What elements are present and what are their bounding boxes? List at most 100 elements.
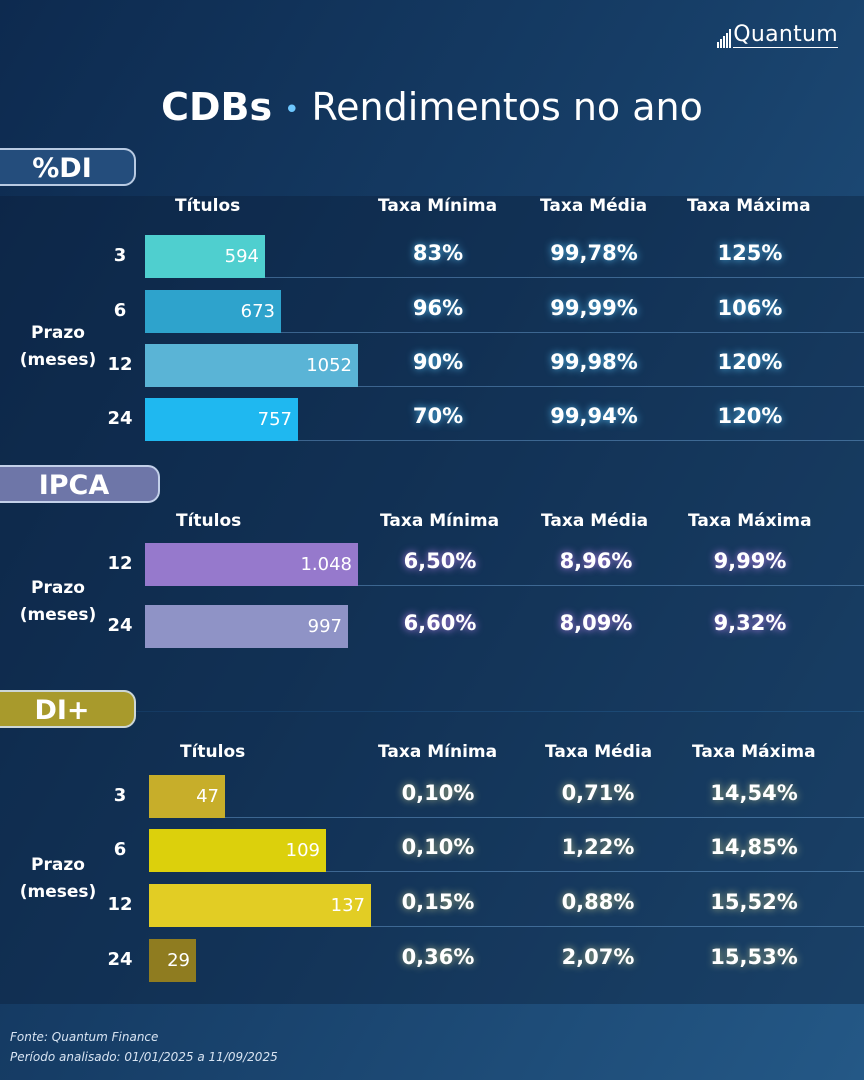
section-badge: %DI xyxy=(0,148,136,186)
taxa-maxima-value: 106% xyxy=(717,296,783,320)
taxa-minima-value: 0,36% xyxy=(401,945,475,969)
taxa-media-value: 99,78% xyxy=(550,241,638,265)
section-di-2: DI+ Títulos Taxa Mínima Taxa Média Taxa Máxi… xyxy=(0,690,864,1004)
taxa-media-value: 8,96% xyxy=(559,549,633,573)
taxa-media-value: 0,71% xyxy=(561,781,635,805)
title-bold: CDBs xyxy=(161,85,273,129)
column-header: Taxa Mínima xyxy=(378,196,498,216)
title-rest: Rendimentos no ano xyxy=(311,85,703,129)
bar-value-label: 594 xyxy=(224,246,259,267)
bar-mark: 673 xyxy=(145,290,281,333)
title-separator: • xyxy=(284,94,300,125)
row-label: 12 xyxy=(107,354,133,375)
row-label: 6 xyxy=(113,300,127,321)
row-label: 12 xyxy=(107,894,133,915)
taxa-media-value: 99,99% xyxy=(550,296,638,320)
bar-mark: 997 xyxy=(145,605,348,648)
taxa-maxima-value: 120% xyxy=(717,350,783,374)
taxa-minima-value: 0,15% xyxy=(401,890,475,914)
group-label: Prazo (meses) xyxy=(19,578,97,625)
row-label: 24 xyxy=(107,949,133,970)
column-header: Taxa Média xyxy=(545,742,653,762)
taxa-minima-value: 83% xyxy=(412,241,464,265)
bar-mark: 757 xyxy=(145,398,298,441)
taxa-minima-value: 96% xyxy=(412,296,464,320)
column-header: Taxa Mínima xyxy=(380,511,500,531)
brand-name: Quantum xyxy=(733,22,838,48)
bar-value-label: 673 xyxy=(240,301,275,322)
brand-logo: Quantum xyxy=(717,24,838,48)
row-separator xyxy=(225,817,864,818)
logo-bars-icon xyxy=(717,26,732,48)
section-panel xyxy=(0,712,864,1004)
page-title: CDBs • Rendimentos no ano xyxy=(0,82,864,135)
row-separator xyxy=(326,871,864,872)
bar-mark: 137 xyxy=(149,884,371,927)
taxa-minima-value: 0,10% xyxy=(401,781,475,805)
taxa-minima-value: 6,60% xyxy=(403,611,477,635)
bar-value-label: 137 xyxy=(330,895,365,916)
bar-mark: 1052 xyxy=(145,344,358,387)
row-label: 24 xyxy=(107,615,133,636)
taxa-maxima-value: 120% xyxy=(717,404,783,428)
bar-value-label: 1.048 xyxy=(300,554,352,575)
bar-value-label: 757 xyxy=(257,409,292,430)
column-header: Taxa Máxima xyxy=(688,511,812,531)
bar-value-label: 997 xyxy=(307,616,342,637)
row-label: 6 xyxy=(113,839,127,860)
bar-mark: 1.048 xyxy=(145,543,358,586)
taxa-maxima-value: 15,52% xyxy=(710,890,798,914)
taxa-maxima-value: 14,54% xyxy=(710,781,798,805)
column-header: Taxa Máxima xyxy=(692,742,816,762)
taxa-media-value: 0,88% xyxy=(561,890,635,914)
row-separator xyxy=(281,332,864,333)
bar-mark: 594 xyxy=(145,235,265,278)
group-label: Prazo (meses) xyxy=(19,855,97,902)
taxa-media-value: 99,94% xyxy=(550,404,638,428)
column-header: Taxa Mínima xyxy=(378,742,498,762)
taxa-maxima-value: 9,99% xyxy=(713,549,787,573)
bar-value-label: 1052 xyxy=(306,355,352,376)
group-label: Prazo (meses) xyxy=(19,323,97,370)
row-separator xyxy=(265,277,864,278)
row-separator xyxy=(358,585,864,586)
taxa-media-value: 99,98% xyxy=(550,350,638,374)
column-header: Títulos xyxy=(176,511,242,531)
taxa-maxima-value: 9,32% xyxy=(713,611,787,635)
bar-value-label: 109 xyxy=(285,840,320,861)
row-label: 12 xyxy=(107,553,133,574)
row-separator xyxy=(371,926,864,927)
section-badge: DI+ xyxy=(0,690,136,728)
row-label: 3 xyxy=(113,785,127,806)
column-header: Títulos xyxy=(180,742,246,762)
bar-value-label: 47 xyxy=(196,786,219,807)
taxa-maxima-value: 14,85% xyxy=(710,835,798,859)
taxa-media-value: 2,07% xyxy=(561,945,635,969)
column-header: Taxa Média xyxy=(541,511,649,531)
taxa-minima-value: 6,50% xyxy=(403,549,477,573)
row-label: 24 xyxy=(107,408,133,429)
bar-mark: 109 xyxy=(149,829,326,872)
taxa-maxima-value: 15,53% xyxy=(710,945,798,969)
column-header: Taxa Média xyxy=(540,196,648,216)
taxa-media-value: 1,22% xyxy=(561,835,635,859)
taxa-minima-value: 0,10% xyxy=(401,835,475,859)
bar-value-label: 29 xyxy=(167,950,190,971)
taxa-minima-value: 90% xyxy=(412,350,464,374)
footer-source: Fonte: Quantum Finance xyxy=(10,1030,159,1044)
section-di-0: %DI Títulos Taxa Mínima Taxa Média Taxa Máxi… xyxy=(0,148,864,511)
column-header: Taxa Máxima xyxy=(687,196,811,216)
row-separator xyxy=(298,440,864,441)
footer-period: Período analisado: 01/01/2025 a 11/09/20… xyxy=(10,1050,278,1064)
column-header: Títulos xyxy=(175,196,241,216)
taxa-maxima-value: 125% xyxy=(717,241,783,265)
taxa-media-value: 8,09% xyxy=(559,611,633,635)
section-panel xyxy=(0,511,864,711)
section-ipca-1: IPCA Títulos Taxa Mínima Taxa Média Taxa Máx… xyxy=(0,465,864,711)
bar-mark: 29 xyxy=(149,939,196,982)
section-badge: IPCA xyxy=(0,465,160,503)
bar-mark: 47 xyxy=(149,775,225,818)
taxa-minima-value: 70% xyxy=(412,404,464,428)
section-panel xyxy=(0,196,864,511)
row-label: 3 xyxy=(113,245,127,266)
